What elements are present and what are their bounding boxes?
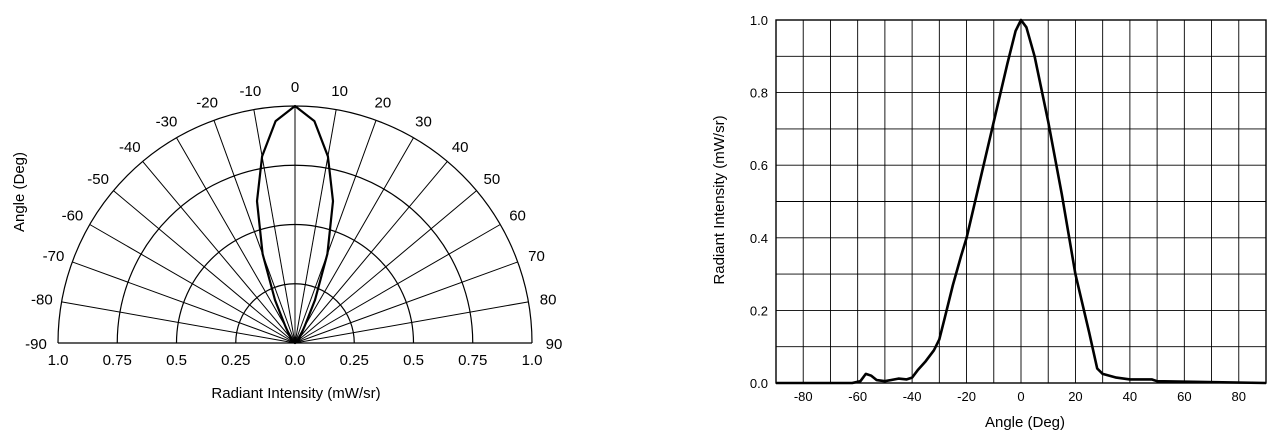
polar-spoke — [294, 224, 501, 344]
cartesian-y-tick-label: 0.6 — [750, 158, 768, 173]
polar-spoke — [213, 120, 296, 344]
cartesian-x-tick-label: 80 — [1232, 389, 1246, 404]
polar-ylabel: Angle (Deg) — [11, 152, 28, 232]
polar-chart: -90 -80 -70 -60 -50 -40 -30 -20 -10 0 10 20 30 40 50 60… — [11, 79, 562, 402]
polar-spoke — [61, 301, 296, 344]
cartesian-x-tick-label: 40 — [1123, 389, 1137, 404]
cartesian-x-tick-label: 20 — [1068, 389, 1082, 404]
cartesian-y-tick-label: 0.0 — [750, 376, 768, 391]
polar-radial-tick-label: 0.25 — [340, 352, 369, 369]
cartesian-y-tick-label: 0.8 — [750, 86, 768, 101]
polar-spoke — [294, 190, 477, 344]
cartesian-x-tick-label: 60 — [1177, 389, 1191, 404]
polar-spoke — [294, 161, 448, 344]
polar-angle-tick-label: 0 — [291, 79, 299, 96]
polar-angle-tick-label: -50 — [87, 171, 109, 188]
polar-angle-tick-label: -40 — [119, 139, 141, 156]
polar-spoke — [113, 190, 296, 344]
cartesian-series-line — [776, 18, 1267, 385]
polar-spoke — [176, 137, 296, 344]
polar-angle-tick-label: 20 — [375, 94, 392, 111]
polar-radial-tick-label: 0.25 — [221, 352, 250, 369]
cartesian-y-ticks: 0.0 0.2 0.4 0.6 0.8 1.0 — [750, 13, 768, 391]
cartesian-y-tick-label: 0.4 — [750, 231, 768, 246]
cartesian-series — [776, 18, 1267, 385]
cartesian-ylabel: Radiant Intensity (mW/sr) — [711, 115, 728, 284]
polar-angle-tick-label: 60 — [509, 208, 526, 225]
polar-spoke — [142, 161, 296, 344]
polar-spoke — [294, 301, 529, 344]
polar-angle-tick-label: -10 — [240, 83, 262, 100]
polar-angle-tick-label: 80 — [540, 291, 557, 308]
polar-radial-ticks: 1.0 0.75 0.5 0.25 0.0 0.25 0.5 0.75 1.0 — [48, 352, 543, 369]
cartesian-y-tick-label: 1.0 — [750, 13, 768, 28]
cartesian-x-tick-label: -40 — [903, 389, 922, 404]
polar-angle-tick-label: 30 — [415, 113, 432, 130]
polar-angle-tick-label: -20 — [196, 94, 218, 111]
cartesian-x-ticks: -80 -60 -40 -20 0 20 40 60 80 — [794, 389, 1246, 404]
polar-radial-tick-label: 0.5 — [166, 352, 187, 369]
polar-spoke — [253, 109, 296, 344]
cartesian-x-tick-label: -60 — [848, 389, 867, 404]
polar-series-line — [255, 104, 335, 345]
cartesian-grid — [775, 19, 1267, 384]
polar-angle-tick-label: -70 — [43, 248, 65, 265]
polar-spoke — [72, 261, 296, 344]
polar-angle-tick-label: -60 — [62, 208, 84, 225]
polar-spoke — [294, 109, 337, 344]
polar-angle-tick-label: 40 — [452, 139, 469, 156]
polar-angle-tick-label: 70 — [528, 248, 545, 265]
cartesian-xlabel: Angle (Deg) — [985, 414, 1065, 431]
polar-radial-tick-label: 1.0 — [522, 352, 543, 369]
cartesian-y-tick-label: 0.2 — [750, 303, 768, 318]
polar-angle-tick-label: -30 — [156, 113, 178, 130]
cartesian-x-tick-label: -80 — [794, 389, 813, 404]
polar-spoke — [294, 261, 518, 344]
polar-angle-tick-label: 10 — [331, 83, 348, 100]
cartesian-x-tick-label: 0 — [1017, 389, 1024, 404]
polar-angle-tick-label: 50 — [484, 171, 501, 188]
polar-angle-ticks: -90 -80 -70 -60 -50 -40 -30 -20 -10 0 10 20 30 40 50 60… — [25, 79, 562, 353]
polar-spoke — [89, 224, 296, 344]
cartesian-chart: -80 -60 -40 -20 0 20 40 60 80 0.0 0.2 0.4 0.6 0.8 1.0… — [711, 13, 1267, 431]
polar-radial-tick-label: 1.0 — [48, 352, 69, 369]
cartesian-x-tick-label: -20 — [957, 389, 976, 404]
polar-radial-tick-label: 0.5 — [403, 352, 424, 369]
polar-spoke — [294, 120, 377, 344]
polar-radial-tick-label: 0.0 — [285, 352, 306, 369]
polar-series — [255, 104, 335, 345]
polar-angle-tick-label: -80 — [31, 291, 53, 308]
polar-angle-tick-label: -90 — [25, 336, 47, 353]
polar-xlabel: Radiant Intensity (mW/sr) — [211, 385, 380, 402]
polar-radial-tick-label: 0.75 — [458, 352, 487, 369]
polar-radial-tick-label: 0.75 — [103, 352, 132, 369]
polar-spoke — [294, 137, 414, 344]
polar-angle-tick-label: 90 — [546, 336, 563, 353]
